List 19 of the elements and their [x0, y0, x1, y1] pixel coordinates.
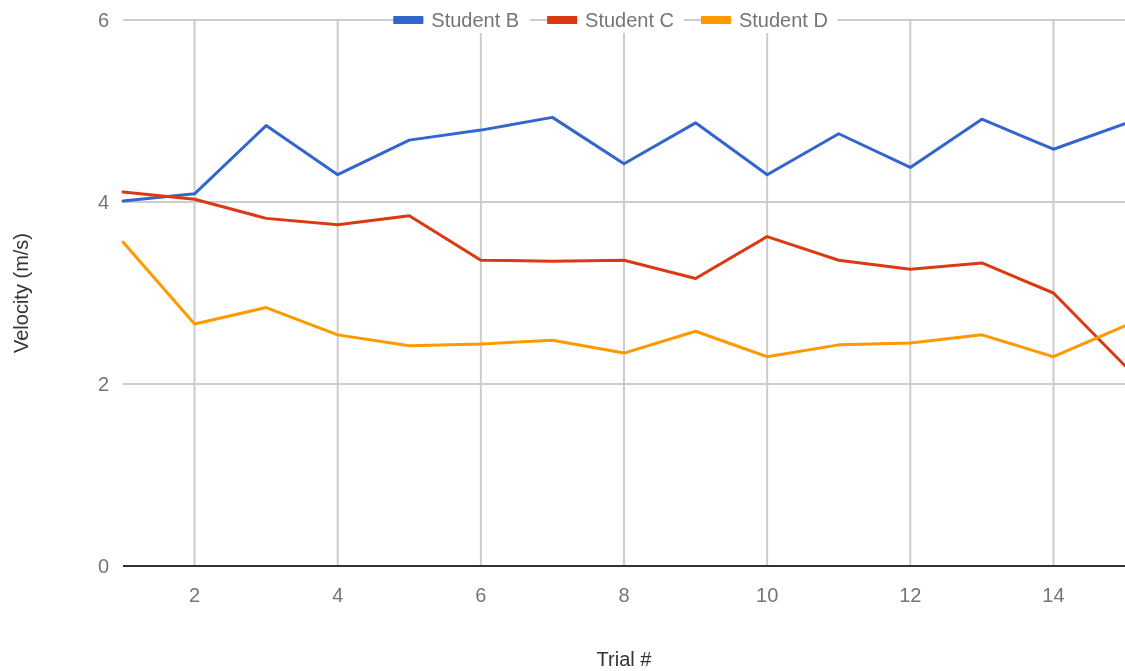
x-tick-label: 14 [1042, 584, 1065, 606]
line-series [121, 115, 1125, 203]
line-series [121, 190, 1125, 368]
line-series [121, 240, 1125, 359]
x-tick-label: 6 [475, 584, 487, 606]
legend-label: Student D [738, 9, 828, 31]
x-tick-label: 12 [899, 584, 922, 606]
x-tick-label: 4 [332, 584, 344, 606]
y-tick-label: 4 [97, 191, 109, 213]
legend-label: Student C [585, 9, 675, 31]
x-axis-title: Trial # [596, 648, 653, 670]
y-tick-label: 2 [97, 373, 109, 395]
y-axis-title: Velocity (m/s) [10, 232, 32, 354]
y-tick-label: 6 [97, 9, 109, 31]
y-tick-label: 0 [97, 555, 109, 577]
x-tick-label: 2 [189, 584, 201, 606]
x-tick-label: 10 [756, 584, 779, 606]
legend-label: Student B [431, 9, 520, 31]
x-tick-label: 8 [618, 584, 630, 606]
